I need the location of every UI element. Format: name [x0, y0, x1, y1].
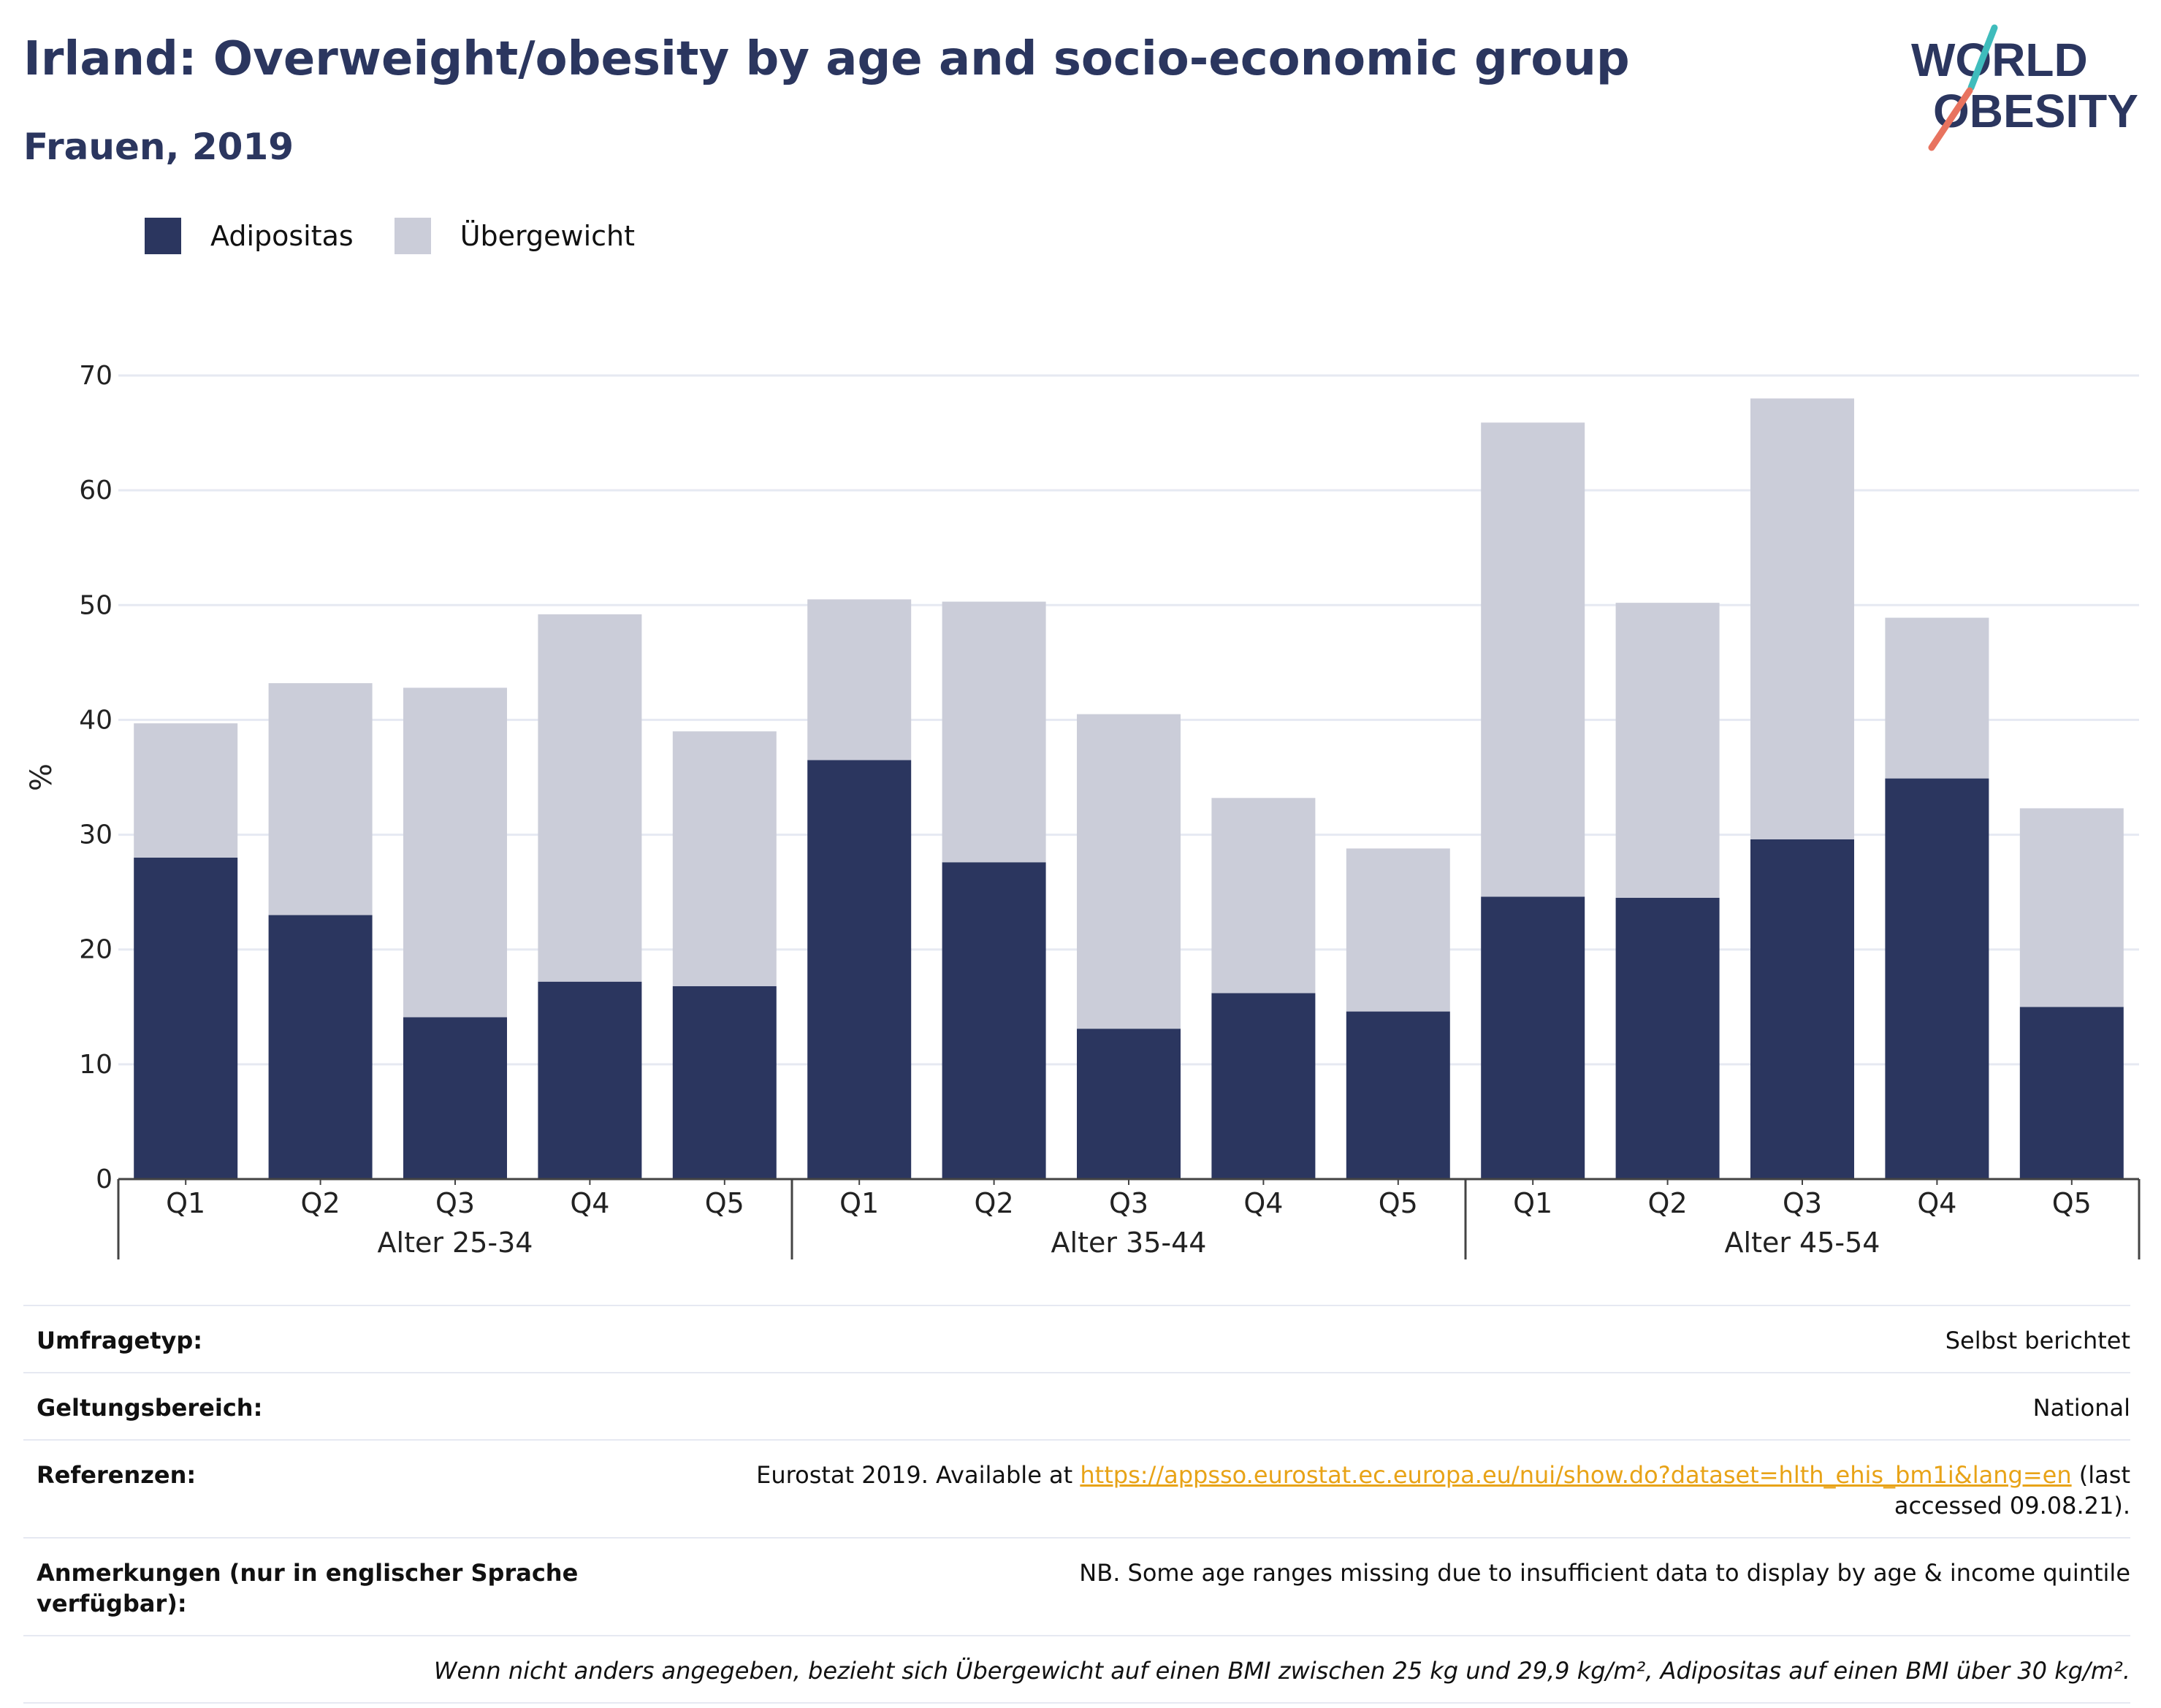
x-tick-label: Q2: [975, 1187, 1014, 1219]
world-obesity-logo: WORLD OBESITY: [1911, 24, 2138, 151]
y-axis-label: %: [25, 763, 58, 791]
page-subtitle: Frauen, 2019: [23, 126, 294, 168]
bar-overweight: [1885, 617, 1989, 779]
logo-slash-red: [1928, 87, 1973, 151]
legend-item-obesity[interactable]: Adipositas: [145, 218, 354, 254]
info-label: Geltungsbereich:: [37, 1394, 263, 1422]
bar-obesity: [1885, 778, 1989, 1179]
bar-overweight: [672, 731, 777, 986]
bar-overweight: [1615, 603, 1720, 898]
bar-obesity: [1615, 898, 1720, 1179]
x-tick-label: Q4: [570, 1187, 609, 1219]
y-tick-label: 0: [96, 1164, 113, 1194]
info-row-coverage: Geltungsbereich: National: [23, 1372, 2130, 1439]
legend-label-overweight: Übergewicht: [460, 220, 635, 252]
chart-legend: Adipositas Übergewicht: [145, 216, 676, 256]
bar-overweight: [1077, 714, 1181, 1029]
bar-overweight: [403, 687, 507, 1018]
x-tick-label: Q3: [435, 1187, 475, 1219]
bar-obesity: [2019, 1007, 2124, 1179]
bar-overweight: [1750, 398, 1854, 839]
group-label: Alter 25-34: [378, 1227, 533, 1259]
logo-text-world: WORLD: [1911, 34, 2088, 86]
x-tick-label: Q1: [166, 1187, 205, 1219]
bar-obesity: [672, 986, 777, 1179]
bar-overweight: [2019, 808, 2124, 1007]
group-label: Alter 35-44: [1051, 1227, 1207, 1259]
x-tick-label: Q2: [1648, 1187, 1688, 1219]
bar-obesity: [1750, 839, 1854, 1179]
definition-note: Wenn nicht anders angegeben, bezieht sic…: [433, 1657, 2130, 1685]
y-tick-label: 50: [79, 590, 113, 620]
y-tick-label: 10: [79, 1050, 113, 1080]
bar-overweight: [1346, 848, 1450, 1012]
y-tick-label: 40: [79, 705, 113, 735]
x-tick-label: Q2: [301, 1187, 340, 1219]
info-row-definition-note: Wenn nicht anders angegeben, bezieht sic…: [23, 1635, 2130, 1704]
bar-obesity: [1346, 1011, 1450, 1179]
reference-text-prefix: Eurostat 2019. Available at: [756, 1461, 1080, 1489]
info-row-survey-type: Umfragetyp: Selbst berichtet: [23, 1305, 2130, 1372]
x-tick-label: Q5: [705, 1187, 744, 1219]
bar-obesity: [1481, 896, 1585, 1179]
bar-obesity: [538, 981, 642, 1179]
x-tick-label: Q5: [1379, 1187, 1418, 1219]
bar-obesity: [268, 915, 373, 1179]
bar-overweight: [942, 601, 1046, 863]
info-label: Umfragetyp:: [37, 1327, 203, 1354]
x-tick-label: Q3: [1783, 1187, 1822, 1219]
bar-obesity: [134, 858, 238, 1179]
group-label: Alter 45-54: [1725, 1227, 1880, 1259]
x-tick-label: Q1: [1513, 1187, 1552, 1219]
bar-overweight: [1211, 798, 1316, 994]
logo-slash-teal: [1967, 24, 1998, 91]
y-tick-label: 30: [79, 820, 113, 850]
x-tick-label: Q5: [2052, 1187, 2092, 1219]
info-value: National: [2032, 1394, 2130, 1422]
x-tick-label: Q3: [1109, 1187, 1148, 1219]
bar-obesity: [807, 760, 912, 1179]
info-label: Anmerkungen (nur in englischer Sprache v…: [37, 1559, 579, 1617]
reference-text-suffix: (last accessed 09.08.21).: [1894, 1461, 2130, 1520]
info-row-notes: Anmerkungen (nur in englischer Sprache v…: [23, 1537, 2130, 1635]
reference-link[interactable]: https://appsso.eurostat.ec.europa.eu/nui…: [1080, 1461, 2072, 1489]
stacked-bar-chart: 0 10 20 30 40 50 60 70% Q1 Q2 Q3 Q4 Q5 Q1 Q2 Q3 Q4 Q5 Q1 Q2…: [25, 361, 2141, 1259]
bar-obesity: [1211, 993, 1316, 1179]
bar-obesity: [1077, 1029, 1181, 1179]
y-tick-label: 60: [79, 476, 113, 506]
bar-overweight: [134, 723, 238, 858]
y-tick-label: 20: [79, 935, 113, 965]
bar-overweight: [268, 683, 373, 915]
info-value: Eurostat 2019. Available at https://apps…: [669, 1460, 2130, 1521]
info-value: NB. Some age ranges missing due to insuf…: [1079, 1559, 2130, 1587]
info-value: Selbst berichtet: [1945, 1327, 2130, 1354]
page-title: Irland: Overweight/obesity by age and so…: [23, 32, 1630, 86]
x-tick-label: Q4: [1917, 1187, 1956, 1219]
y-tick-label: 70: [79, 361, 113, 391]
bar-obesity: [403, 1017, 507, 1179]
x-tick-label: Q1: [839, 1187, 879, 1219]
legend-label-obesity: Adipositas: [210, 220, 354, 252]
legend-swatch-overweight: [394, 218, 431, 254]
bar-overweight: [1481, 422, 1585, 897]
x-tick-label: Q4: [1243, 1187, 1283, 1219]
info-row-references: Referenzen: Eurostat 2019. Available at …: [23, 1439, 2130, 1537]
bar-overweight: [538, 614, 642, 982]
info-label: Referenzen:: [37, 1461, 197, 1489]
bar-overweight: [807, 599, 912, 760]
legend-item-overweight[interactable]: Übergewicht: [394, 218, 635, 254]
info-table: Umfragetyp: Selbst berichtet Geltungsber…: [23, 1305, 2130, 1704]
legend-swatch-obesity: [145, 218, 181, 254]
logo-text-obesity: OBESITY: [1933, 85, 2138, 137]
bar-obesity: [942, 862, 1046, 1179]
